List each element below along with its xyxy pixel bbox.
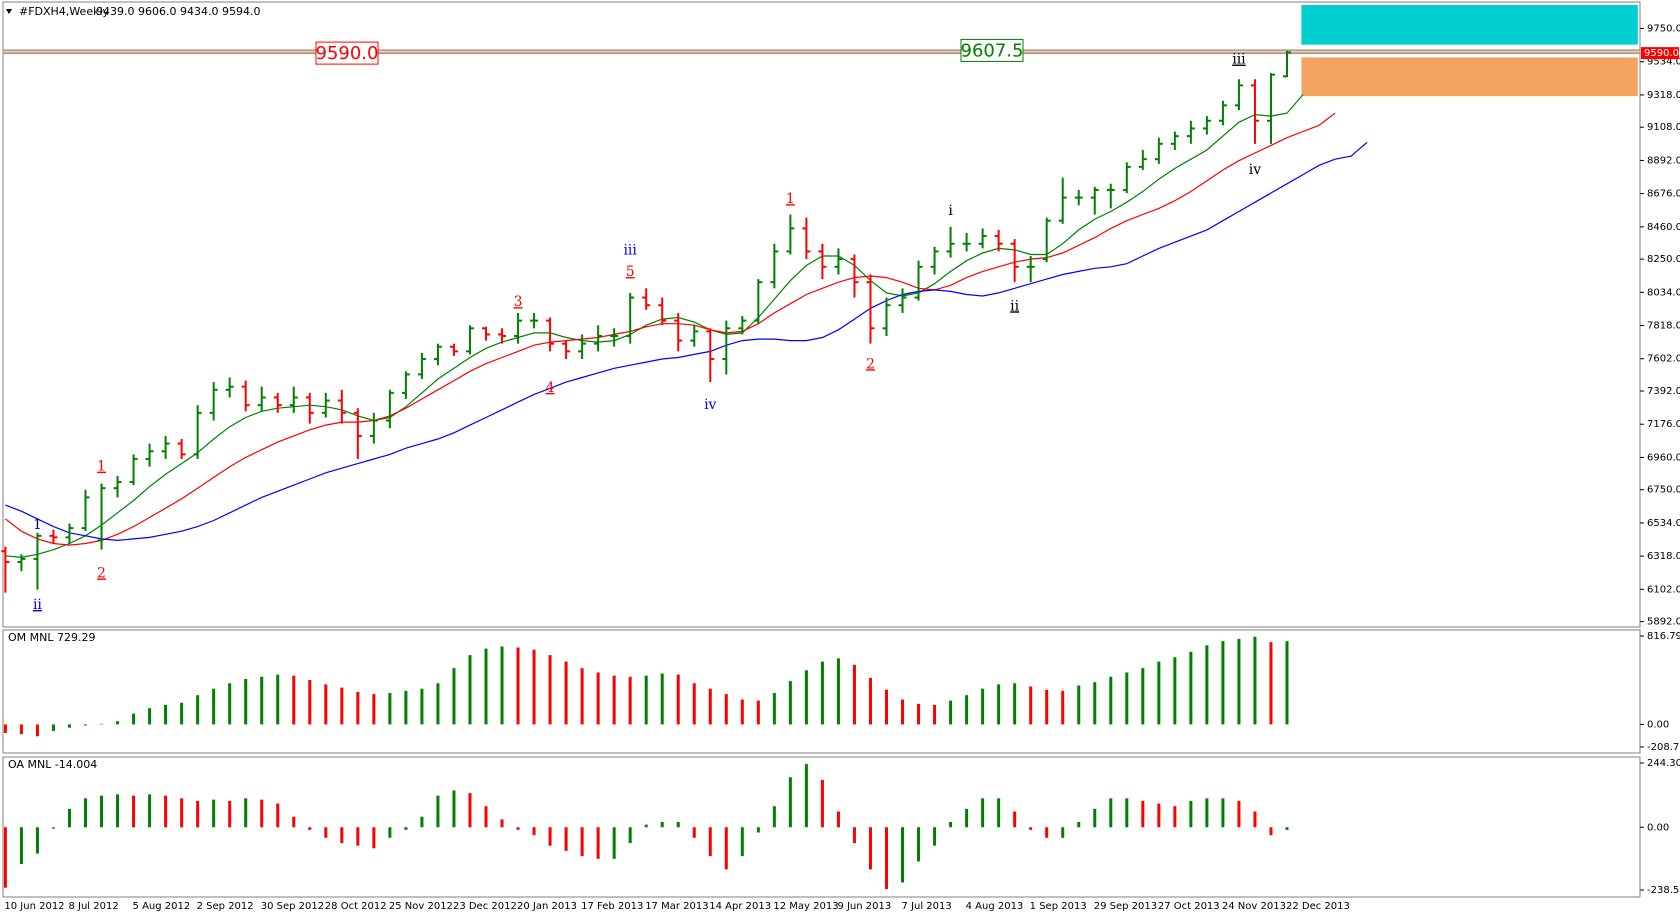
x-tick-label: 5 Aug 2012 xyxy=(133,901,191,912)
y-tick-label: 9750.0 xyxy=(1647,24,1680,35)
x-tick-label: 1 Sep 2013 xyxy=(1030,901,1087,912)
y-tick-label: 9318.0 xyxy=(1647,90,1680,101)
x-tick-label: 28 Oct 2012 xyxy=(325,901,387,912)
wave-label: iii xyxy=(623,243,637,259)
y-tick-label: 5892.0 xyxy=(1647,617,1680,628)
y-tick-label: -238.558 xyxy=(1647,885,1680,896)
y-tick-label: 8892.0 xyxy=(1647,155,1680,166)
x-tick-label: 12 May 2013 xyxy=(773,901,838,912)
y-tick-label: 7818.0 xyxy=(1647,321,1680,332)
wave-label: i xyxy=(948,203,953,219)
wave-label: 2 xyxy=(97,565,106,581)
wave-label: 5 xyxy=(626,264,635,280)
wave-label: 1 xyxy=(786,191,795,207)
x-tick-label: 17 Feb 2013 xyxy=(581,901,643,912)
level-tag: 9607.5 xyxy=(961,40,1024,61)
y-tick-label: 6960.0 xyxy=(1647,452,1680,463)
x-tick-label: 23 Dec 2012 xyxy=(453,901,517,912)
x-tick-label: 30 Sep 2012 xyxy=(261,901,324,912)
x-tick-label: 20 Jan 2013 xyxy=(517,901,577,912)
x-tick-label: 8 Jul 2012 xyxy=(68,901,118,912)
y-tick-label: 244.301 xyxy=(1647,758,1680,769)
y-tick-label: 8250.0 xyxy=(1647,254,1680,265)
wave-label: iii xyxy=(1232,52,1246,68)
x-tick-label: 25 Nov 2012 xyxy=(389,901,453,912)
ohlc-label: 9439.0 9606.0 9434.0 9594.0 xyxy=(96,5,260,18)
panel-frame xyxy=(2,1,1641,628)
menu-triangle[interactable] xyxy=(6,9,12,14)
x-tick-label: 27 Oct 2013 xyxy=(1158,901,1220,912)
y-tick-label: 7176.0 xyxy=(1647,419,1680,430)
y-tick-label: 9108.0 xyxy=(1647,122,1680,133)
y-tick-label: -208.76 xyxy=(1647,742,1680,753)
zone xyxy=(1301,57,1638,97)
wave-label: ii xyxy=(1010,298,1019,314)
x-tick-label: 7 Jul 2013 xyxy=(902,901,952,912)
panel-frame xyxy=(2,629,1641,754)
current-price-label: 9590.0 xyxy=(1644,48,1679,59)
chart-title: #FDXH4,Weekly xyxy=(19,5,110,18)
y-tick-label: 9534.0 xyxy=(1647,57,1680,68)
x-tick-label: 22 Dec 2013 xyxy=(1286,901,1350,912)
indicator-title: OA MNL -14.004 xyxy=(8,758,97,771)
y-tick-label: 8034.0 xyxy=(1647,287,1680,298)
y-tick-label: 8460.0 xyxy=(1647,222,1680,233)
moving-average xyxy=(5,94,1304,559)
wave-label: 4 xyxy=(546,380,555,396)
y-tick-label: 6318.0 xyxy=(1647,551,1680,562)
level-tag-box xyxy=(960,38,1024,62)
moving-average xyxy=(5,141,1368,542)
level-tag: 9590.0 xyxy=(316,43,379,64)
y-tick-label: 0.00 xyxy=(1647,719,1669,730)
x-tick-label: 17 Mar 2013 xyxy=(645,901,708,912)
wave-label: iv xyxy=(704,397,716,413)
wave-label: ii xyxy=(33,597,42,613)
x-tick-label: 24 Nov 2013 xyxy=(1222,901,1286,912)
y-tick-label: 7392.0 xyxy=(1647,386,1680,397)
wave-label: 1 xyxy=(33,517,42,533)
x-tick-label: 29 Sep 2013 xyxy=(1094,901,1157,912)
moving-average xyxy=(5,112,1336,546)
y-tick-label: 6102.0 xyxy=(1647,584,1680,595)
indicator-title: OM MNL 729.29 xyxy=(8,631,95,644)
x-tick-label: 9 Jun 2013 xyxy=(837,901,891,912)
x-tick-label: 2 Sep 2012 xyxy=(197,901,254,912)
level-tag-box xyxy=(315,41,379,65)
wave-label: 2 xyxy=(866,356,875,372)
wave-label: 3 xyxy=(514,294,523,310)
y-tick-label: 0.00 xyxy=(1647,822,1669,833)
zone xyxy=(1301,5,1638,45)
wave-label: iv xyxy=(1249,162,1261,178)
y-tick-label: 6750.0 xyxy=(1647,485,1680,496)
y-tick-label: 8676.0 xyxy=(1647,189,1680,200)
x-tick-label: 10 Jun 2012 xyxy=(4,901,64,912)
y-tick-label: 7602.0 xyxy=(1647,354,1680,365)
y-tick-label: 816.79 xyxy=(1647,631,1680,642)
wave-label: 1 xyxy=(97,459,106,475)
x-tick-label: 4 Aug 2013 xyxy=(966,901,1024,912)
y-tick-label: 6534.0 xyxy=(1647,518,1680,529)
current-price-box xyxy=(1641,47,1679,60)
x-tick-label: 14 Apr 2013 xyxy=(709,901,771,912)
